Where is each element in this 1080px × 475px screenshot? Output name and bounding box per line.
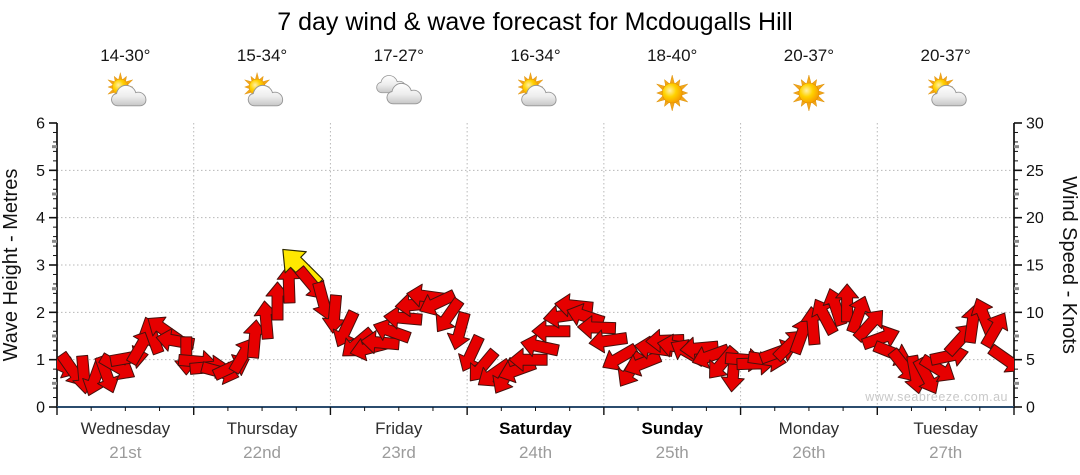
cloud-shape: [931, 84, 967, 107]
sunny-icon: [792, 74, 826, 112]
wind-arrow: [446, 311, 471, 351]
temperature-range: 20-37°: [921, 46, 971, 65]
day-name-label: Saturday: [499, 419, 572, 438]
wind-arrow: [679, 336, 719, 361]
wind-arrow: [373, 318, 412, 344]
temperature-range: 15-34°: [237, 46, 287, 65]
temperature-range: 14-30°: [100, 46, 150, 65]
right-axis-title: Wind Speed - Knots: [1058, 176, 1080, 354]
day-date-label: 25th: [656, 443, 689, 462]
day-date-label: 22nd: [243, 443, 281, 462]
watermark: www.seabreeze.com.au: [864, 390, 1008, 404]
cloud-shape: [386, 82, 422, 105]
day-date-label: 27th: [929, 443, 962, 462]
partly-cloudy-icon: [244, 71, 284, 107]
left-axis-title: Wave Height - Metres: [0, 169, 22, 362]
wind-arrow: [458, 333, 485, 372]
partly-cloudy-icon: [517, 71, 557, 107]
day-date-label: 23rd: [382, 443, 416, 462]
temperature-range: 17-27°: [374, 46, 424, 65]
day-headers: 14-30° 15-34° 17-27° 16-34° 18-40° 20-37° 20-3…: [100, 46, 971, 112]
day-name-label: Thursday: [227, 419, 298, 438]
partly-cloudy-icon: [927, 71, 967, 107]
wind-arrow: [94, 354, 120, 394]
wind-arrow-series: [57, 248, 1014, 397]
wind-arrow: [435, 296, 465, 333]
left-tick-label: 5: [36, 163, 45, 180]
cloud-shape: [521, 84, 557, 107]
wind-arrow: [253, 300, 278, 340]
right-tick-label: 5: [1026, 352, 1035, 369]
cloud-shape: [111, 84, 147, 107]
right-tick-label: 30: [1026, 116, 1044, 133]
temperature-range: 18-40°: [647, 46, 697, 65]
wind-arrow: [602, 343, 640, 371]
wind-arrow: [918, 353, 955, 383]
left-tick-label: 6: [36, 116, 45, 133]
right-tick-label: 10: [1026, 305, 1044, 322]
right-tick-label: 15: [1026, 258, 1044, 275]
wind-arrow: [419, 289, 458, 316]
wind-arrow: [577, 315, 617, 340]
wind-arrow: [332, 309, 360, 348]
left-tick-label: 0: [36, 400, 45, 417]
cloudy-icon: [376, 75, 422, 105]
day-name-label: Sunday: [642, 419, 704, 438]
left-tick-label: 1: [36, 352, 45, 369]
day-name-label: Tuesday: [913, 419, 978, 438]
cloud-shape: [247, 84, 284, 107]
day-date-label: 21st: [109, 443, 141, 462]
partly-cloudy-icon: [107, 71, 147, 107]
left-tick-label: 3: [36, 258, 45, 275]
wind-arrow: [566, 303, 606, 328]
temperature-range: 20-37°: [784, 46, 834, 65]
page-title: 7 day wind & wave forecast for Mcdougall…: [277, 8, 793, 36]
x-axis-day-labels: Wednesday 21st Thursday 22nd Friday 23rd Satur…: [81, 419, 979, 462]
day-name-label: Friday: [375, 419, 423, 438]
sunny-icon: [655, 74, 689, 112]
day-name-label: Monday: [779, 419, 840, 438]
wind-arrow: [987, 343, 1014, 373]
day-date-label: 26th: [792, 443, 825, 462]
temperature-range: 16-34°: [510, 46, 560, 65]
wind-arrow: [508, 347, 548, 372]
axis-tick-labels: 0 1 2 3 4 5 6 0 5 10 15 20 25 30: [36, 116, 1044, 417]
sun-shape: [655, 74, 689, 112]
right-tick-label: 20: [1026, 210, 1044, 227]
wind-arrow: [912, 356, 940, 394]
day-name-label: Wednesday: [81, 419, 171, 438]
wind-arrow: [692, 343, 731, 369]
wind-arrow: [588, 329, 628, 354]
sun-shape: [792, 74, 826, 112]
wind-arrow: [531, 319, 571, 344]
wind-arrow: [383, 305, 423, 330]
left-tick-label: 4: [36, 210, 45, 227]
wind-arrow: [861, 324, 900, 351]
left-tick-label: 2: [36, 305, 45, 322]
wind-arrow: [980, 312, 1009, 350]
right-tick-label: 0: [1026, 400, 1035, 417]
day-date-label: 24th: [519, 443, 552, 462]
right-tick-label: 25: [1026, 163, 1044, 180]
wind-arrow: [520, 333, 560, 358]
wind-arrow: [322, 294, 346, 334]
